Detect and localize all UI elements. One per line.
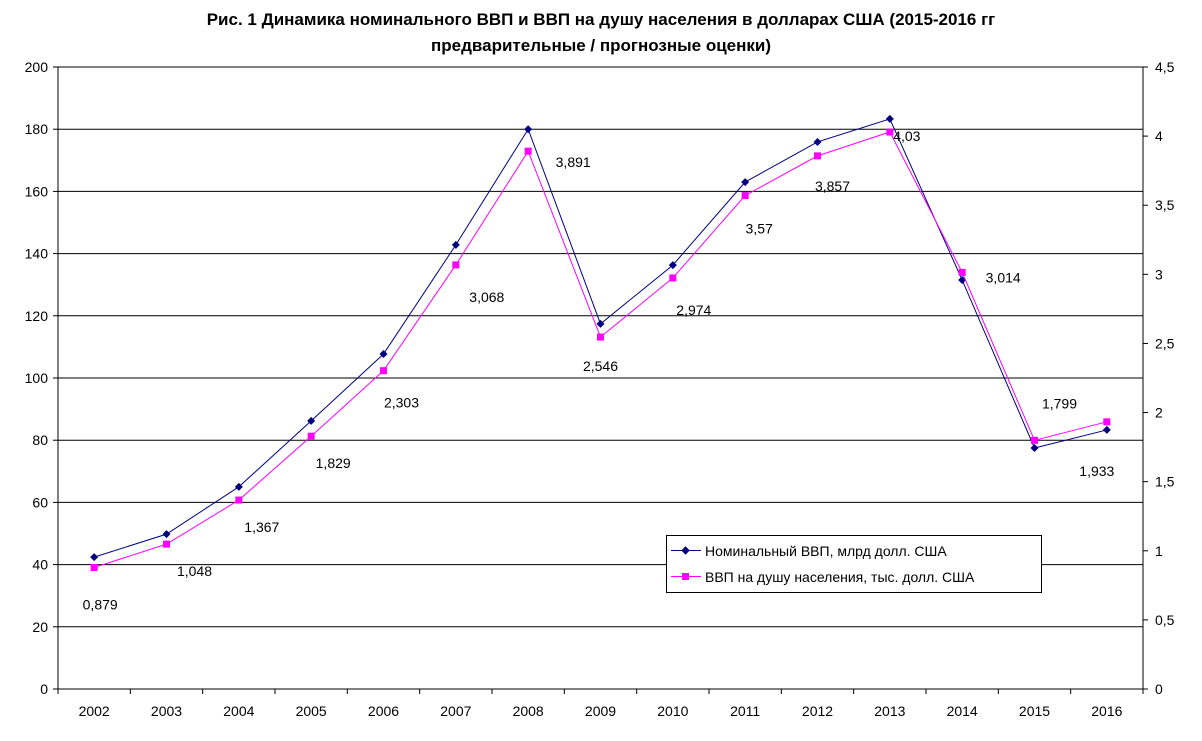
- data-label: 3,57: [746, 221, 773, 237]
- y-right-tick-label: 1: [1155, 543, 1163, 559]
- y-left-tick-label: 0: [40, 681, 48, 697]
- data-label: 3,014: [986, 269, 1021, 285]
- y-right-tick-label: 3,5: [1155, 197, 1175, 213]
- x-tick-label: 2008: [513, 703, 544, 719]
- y-right-tick-label: 2: [1155, 405, 1163, 421]
- x-tick-label: 2005: [296, 703, 327, 719]
- x-tick-label: 2010: [657, 703, 688, 719]
- data-point-square: [452, 261, 460, 269]
- y-right-tick-label: 1,5: [1155, 474, 1175, 490]
- data-point-diamond: [451, 240, 460, 249]
- data-label: 2,303: [384, 395, 419, 411]
- y-left-tick-label: 20: [32, 619, 48, 635]
- data-point-diamond: [90, 553, 99, 562]
- y-right-tick-label: 4: [1155, 128, 1163, 144]
- data-point-diamond: [813, 137, 822, 146]
- y-left-tick-label: 80: [32, 432, 48, 448]
- data-label: 3,068: [469, 289, 504, 305]
- data-point-diamond: [162, 530, 171, 539]
- x-tick-label: 2006: [368, 703, 399, 719]
- legend-label: ВВП на душу населения, тыс. долл. США: [705, 569, 975, 585]
- y-left-tick-label: 160: [25, 183, 49, 199]
- data-label: 1,799: [1042, 395, 1077, 411]
- y-right-tick-label: 3: [1155, 266, 1163, 282]
- x-tick-label: 2003: [151, 703, 182, 719]
- data-point-diamond: [668, 261, 677, 270]
- legend: Номинальный ВВП, млрд долл. США ВВП на д…: [666, 535, 1042, 593]
- x-tick-label: 2004: [223, 703, 254, 719]
- data-point-diamond: [379, 350, 388, 359]
- data-point-diamond: [741, 178, 750, 187]
- legend-item-nominal-gdp: Номинальный ВВП, млрд долл. США: [667, 541, 947, 561]
- data-point-square: [90, 564, 98, 572]
- x-tick-label: 2015: [1019, 703, 1050, 719]
- data-point-diamond: [234, 482, 243, 491]
- data-point-square: [380, 367, 387, 375]
- data-point-square: [307, 432, 315, 440]
- data-label: 2,546: [583, 358, 618, 374]
- data-label: 3,857: [815, 178, 850, 194]
- data-point-diamond: [885, 114, 894, 123]
- chart-title: Рис. 1 Динамика номинального ВВП и ВВП н…: [206, 10, 996, 29]
- x-tick-label: 2011: [730, 703, 760, 719]
- data-point-diamond: [1102, 425, 1111, 434]
- data-label: 1,367: [244, 519, 279, 535]
- x-tick-label: 2014: [947, 703, 978, 719]
- data-label: 1,829: [316, 455, 351, 471]
- data-point-square: [958, 268, 966, 276]
- y-left-tick-label: 60: [32, 494, 48, 510]
- diamond-marker-icon: [667, 541, 705, 561]
- data-point-square: [1103, 418, 1111, 426]
- y-left-tick-label: 100: [25, 370, 49, 386]
- y-right-tick-label: 0: [1155, 681, 1163, 697]
- data-point-square: [1031, 436, 1038, 444]
- x-tick-label: 2016: [1091, 703, 1122, 719]
- data-point-square: [163, 540, 170, 548]
- data-point-square: [235, 496, 243, 504]
- data-label: 1,048: [177, 563, 212, 579]
- data-point-diamond: [524, 125, 533, 134]
- legend-label: Номинальный ВВП, млрд долл. США: [705, 543, 947, 559]
- data-label: 4,03: [893, 128, 920, 144]
- chart-subtitle: предварительные / прогнозные оценки): [431, 36, 771, 55]
- legend-item-gdp-per-capita: ВВП на душу населения, тыс. долл. США: [667, 567, 974, 587]
- y-right-tick-label: 4,5: [1155, 59, 1175, 75]
- y-left-tick-label: 120: [25, 308, 49, 324]
- data-point-square: [886, 128, 894, 136]
- y-left-tick-label: 140: [25, 246, 49, 262]
- data-label: 1,933: [1079, 463, 1114, 479]
- data-point-square: [524, 147, 532, 155]
- data-label: 0,879: [83, 597, 118, 613]
- x-tick-label: 2002: [79, 703, 110, 719]
- data-point-square: [814, 152, 821, 160]
- data-point-square: [669, 274, 677, 282]
- x-tick-label: 2007: [440, 703, 471, 719]
- data-point-diamond: [596, 319, 605, 328]
- x-tick-label: 2009: [585, 703, 616, 719]
- y-left-tick-label: 180: [25, 121, 49, 137]
- y-right-tick-label: 0,5: [1155, 612, 1175, 628]
- data-label: 3,891: [556, 154, 591, 170]
- data-point-diamond: [1030, 443, 1039, 452]
- x-tick-label: 2012: [802, 703, 833, 719]
- y-left-tick-label: 40: [32, 557, 48, 573]
- x-tick-label: 2013: [874, 703, 905, 719]
- square-marker-icon: [667, 567, 705, 587]
- data-point-diamond: [307, 416, 316, 425]
- y-left-tick-label: 200: [25, 59, 49, 75]
- y-right-tick-label: 2,5: [1155, 335, 1175, 351]
- data-point-square: [741, 192, 749, 200]
- data-label: 2,974: [676, 302, 711, 318]
- data-point-square: [597, 333, 604, 341]
